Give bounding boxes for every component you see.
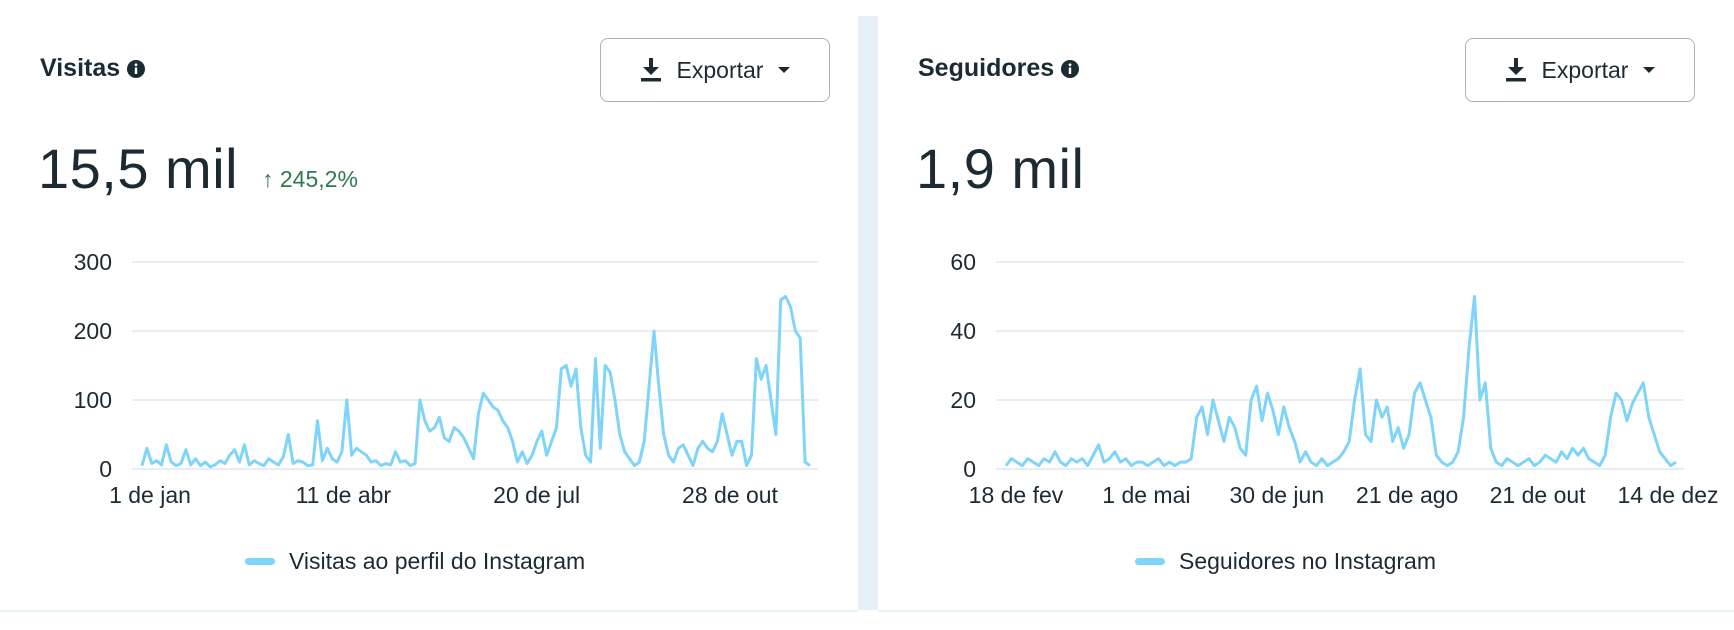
export-label: Exportar [1541, 56, 1629, 83]
legend-swatch [1135, 558, 1165, 565]
x-tick-label: 1 de mai [1102, 482, 1190, 508]
visits-chart: 0 100 200 300 1 de jan 11 de abr 20 de jul 28 d… [74, 249, 818, 508]
visits-title: Visitas [40, 54, 121, 82]
x-tick-label: 28 de out [682, 482, 779, 508]
x-tick-label: 21 de out [1490, 482, 1587, 508]
y-tick-label: 0 [99, 456, 112, 482]
y-tick-label: 60 [950, 249, 976, 275]
y-tick-label: 0 [963, 456, 976, 482]
caret-down-icon [1643, 67, 1656, 73]
export-label: Exportar [676, 56, 764, 83]
visits-total: 15,5 mil [38, 137, 239, 200]
series-line[interactable] [1004, 295, 1677, 468]
followers-chart: 0 20 40 60 18 de fev 1 de mai 30 de jun 21 de a… [950, 249, 1718, 508]
y-tick-label: 100 [74, 387, 112, 413]
followers-title: Seguidores [918, 54, 1055, 82]
x-tick-label: 21 de ago [1356, 482, 1458, 508]
y-tick-label: 200 [74, 318, 112, 344]
caret-down-icon [778, 67, 791, 73]
download-icon [1505, 58, 1526, 82]
x-tick-label: 14 de dez [1617, 482, 1718, 508]
visits-delta: ↑ 245,2% [262, 166, 358, 192]
download-icon [640, 58, 661, 82]
x-tick-label: 30 de jun [1229, 482, 1324, 508]
info-circle-icon[interactable] [126, 59, 146, 79]
chart-legend[interactable]: Visitas ao perfil do Instagram [245, 548, 585, 575]
followers-total: 1,9 mil [916, 137, 1085, 200]
export-button[interactable]: Exportar [1465, 38, 1695, 102]
chart-legend[interactable]: Seguidores no Instagram [1135, 548, 1436, 575]
visits-card: Visitas Exportar 15,5 mil ↑ 245,2% 0 100 2… [0, 0, 858, 612]
export-button[interactable]: Exportar [600, 38, 830, 102]
x-tick-label: 1 de jan [109, 482, 191, 508]
y-tick-label: 20 [950, 387, 976, 413]
card-title: Seguidores [918, 54, 1080, 83]
followers-card: Seguidores Exportar 1,9 mil 0 20 40 60 18 de… [878, 0, 1734, 612]
legend-label: Seguidores no Instagram [1179, 548, 1436, 574]
info-circle-icon[interactable] [1060, 59, 1080, 79]
y-tick-label: 300 [74, 249, 112, 275]
series-line[interactable] [140, 295, 811, 469]
x-tick-label: 18 de fev [969, 482, 1064, 508]
x-tick-label: 20 de jul [493, 482, 580, 508]
legend-label: Visitas ao perfil do Instagram [289, 548, 586, 574]
x-tick-label: 11 de abr [296, 482, 392, 508]
card-divider [858, 16, 878, 610]
y-tick-label: 40 [950, 318, 976, 344]
legend-swatch [245, 558, 275, 565]
card-title: Visitas [40, 54, 146, 83]
